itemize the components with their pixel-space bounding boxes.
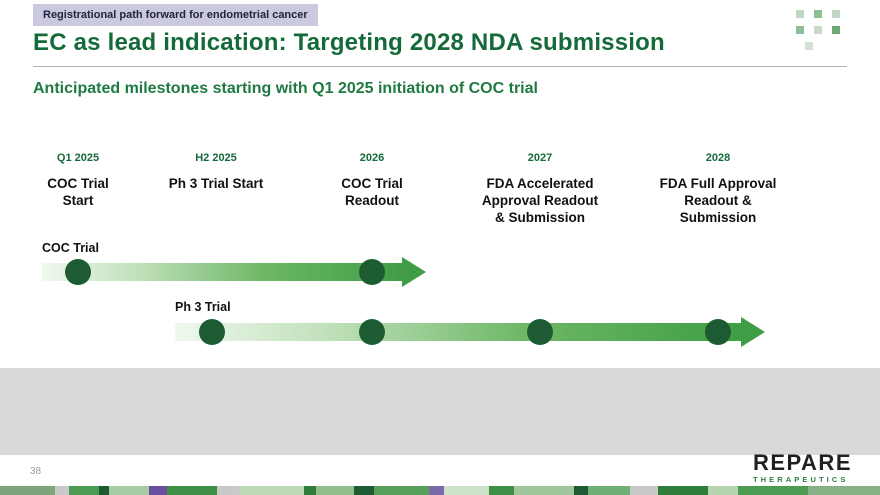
timeline-milestone: FDA Full Approval Readout & Submission: [659, 176, 777, 225]
strip-segment: [374, 486, 429, 495]
strip-segment: [588, 486, 630, 495]
footer-color-strip: [0, 486, 880, 495]
strip-segment: [55, 486, 69, 495]
strip-segment: [514, 486, 574, 495]
strip-segment: [69, 486, 99, 495]
strip-segment: [316, 486, 354, 495]
milestone-marker-ph3-2028: [705, 319, 731, 345]
strip-segment: [444, 486, 489, 495]
timeline-column-2028: 2028 FDA Full Approval Readout & Submiss…: [626, 152, 810, 226]
strip-segment: [99, 486, 109, 495]
timeline-milestone: FDA Accelerated Approval Readout & Submi…: [481, 176, 599, 225]
slide-tag-label: Registrational path forward for endometr…: [43, 9, 308, 21]
strip-segment: [708, 486, 738, 495]
timeline-milestone: Ph 3 Trial Start: [168, 176, 264, 191]
slide-tag-badge: Registrational path forward for endometr…: [33, 4, 318, 26]
decor-dot: [814, 26, 822, 34]
strip-segment: [429, 486, 444, 495]
strip-segment: [354, 486, 374, 495]
title-divider: [33, 66, 847, 67]
timeline-year: 2028: [705, 152, 731, 164]
strip-segment: [0, 486, 55, 495]
strip-segment: [658, 486, 708, 495]
strip-segment: [489, 486, 514, 495]
decor-dot: [832, 10, 840, 18]
strip-segment: [630, 486, 658, 495]
ph3-trial-arrow-head-icon: [741, 317, 765, 347]
strip-segment: [217, 486, 239, 495]
repare-logo-subtext: THERAPEUTICS: [752, 475, 849, 484]
strip-segment: [109, 486, 149, 495]
timeline-milestone: COC Trial Readout: [341, 176, 403, 208]
page-number: 38: [30, 466, 42, 477]
strip-segment: [239, 486, 304, 495]
coc-trial-arrow-bar: [42, 263, 402, 281]
decor-dot: [796, 26, 804, 34]
strip-segment: [574, 486, 588, 495]
strip-segment: [738, 486, 808, 495]
decor-dot: [796, 10, 804, 18]
strip-segment: [808, 486, 880, 495]
milestone-marker-ph3-2026: [359, 319, 385, 345]
timeline-year: 2026: [359, 152, 385, 164]
ph3-trial-arrow-bar: [175, 323, 741, 341]
strip-segment: [304, 486, 316, 495]
timeline-column-2026: 2026 COC Trial Readout: [312, 152, 432, 209]
milestone-marker-ph3-2027: [527, 319, 553, 345]
track-label-ph3-trial: Ph 3 Trial: [175, 300, 231, 314]
strip-segment: [149, 486, 167, 495]
timeline-year: 2027: [527, 152, 553, 164]
decor-dot: [805, 42, 813, 50]
timeline-year: H2 2025: [195, 152, 237, 164]
milestone-marker-coc-readout: [359, 259, 385, 285]
timeline-year: Q1 2025: [56, 152, 100, 164]
coc-trial-arrow-head-icon: [402, 257, 426, 287]
slide-subtitle: Anticipated milestones starting with Q1 …: [33, 80, 538, 97]
repare-logo-wordmark: REPARE: [752, 450, 852, 475]
repare-logo: REPARE THERAPEUTICS: [752, 450, 852, 485]
timeline-milestone: COC Trial Start: [47, 176, 109, 208]
slide-title: EC as lead indication: Targeting 2028 ND…: [33, 29, 665, 56]
strip-segment: [167, 486, 217, 495]
decor-dot: [832, 26, 840, 34]
milestone-marker-ph3-start: [199, 319, 225, 345]
timeline-column-h2-2025: H2 2025 Ph 3 Trial Start: [146, 152, 286, 192]
decor-dot: [814, 10, 822, 18]
milestone-marker-coc-start: [65, 259, 91, 285]
timeline-column-q1-2025: Q1 2025 COC Trial Start: [18, 152, 138, 209]
track-label-coc-trial: COC Trial: [42, 241, 99, 255]
bottom-gray-band: [0, 368, 880, 455]
timeline-column-2027: 2027 FDA Accelerated Approval Readout & …: [448, 152, 632, 226]
